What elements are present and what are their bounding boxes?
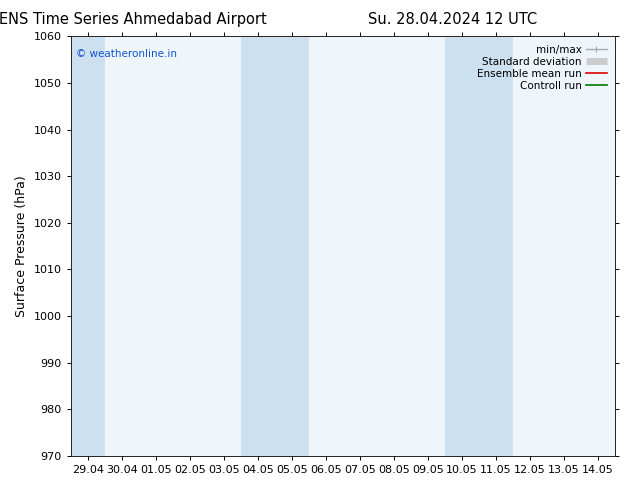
Text: © weatheronline.in: © weatheronline.in	[76, 49, 177, 59]
Legend: min/max, Standard deviation, Ensemble mean run, Controll run: min/max, Standard deviation, Ensemble me…	[474, 42, 610, 94]
Bar	[241, 36, 309, 456]
Y-axis label: Surface Pressure (hPa): Surface Pressure (hPa)	[15, 175, 28, 317]
Bar	[71, 36, 105, 456]
Bar	[445, 36, 513, 456]
Text: ENS Time Series Ahmedabad Airport: ENS Time Series Ahmedabad Airport	[0, 12, 266, 27]
Text: Su. 28.04.2024 12 UTC: Su. 28.04.2024 12 UTC	[368, 12, 537, 27]
